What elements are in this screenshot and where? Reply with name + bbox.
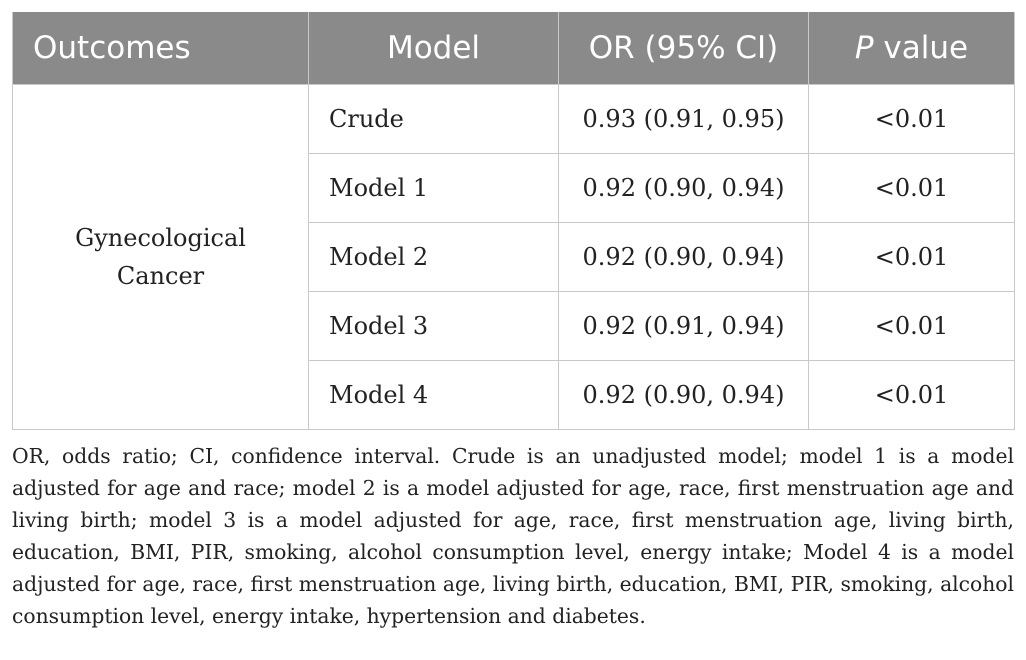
table-row: Gynecological Cancer Crude 0.93 (0.91, 0… xyxy=(12,84,1015,430)
table-footnote: OR, odds ratio; CI, confidence interval.… xyxy=(12,444,1014,628)
results-table-container: Outcomes Model OR (95% CI) P value Gynec… xyxy=(12,12,1015,430)
table-row: Model 3 0.92 (0.91, 0.94) <0.01 xyxy=(13,291,1015,361)
or-ci-cell: 0.92 (0.90, 0.94) xyxy=(558,360,809,430)
header-model: Model xyxy=(308,12,559,85)
table-row: Model 4 0.92 (0.90, 0.94) <0.01 xyxy=(13,360,1015,430)
model-cell: Model 1 xyxy=(308,153,559,223)
header-outcomes: Outcomes xyxy=(12,12,309,85)
table-header: Outcomes Model OR (95% CI) P value xyxy=(12,12,1015,85)
p-value-cell: <0.01 xyxy=(808,153,1015,223)
p-value-cell: <0.01 xyxy=(808,360,1015,430)
header-or-ci: OR (95% CI) xyxy=(558,12,809,85)
p-value-cell: <0.01 xyxy=(808,222,1015,292)
header-p-value: P value xyxy=(808,12,1015,85)
outcome-cell: Gynecological Cancer xyxy=(12,84,309,430)
model-cell: Crude xyxy=(308,84,559,154)
model-cell: Model 2 xyxy=(308,222,559,292)
header-row: Outcomes Model OR (95% CI) P value xyxy=(12,12,1015,85)
table-body: Gynecological Cancer Crude 0.93 (0.91, 0… xyxy=(12,84,1015,430)
or-ci-cell: 0.92 (0.90, 0.94) xyxy=(558,222,809,292)
header-p-rest: value xyxy=(873,30,969,66)
p-value-cell: <0.01 xyxy=(808,291,1015,361)
model-cell: Model 3 xyxy=(308,291,559,361)
table-row: Model 1 0.92 (0.90, 0.94) <0.01 xyxy=(13,153,1015,223)
header-p-italic: P xyxy=(854,30,874,66)
outcome-label-line1: Gynecological xyxy=(75,224,246,252)
or-ci-cell: 0.92 (0.91, 0.94) xyxy=(558,291,809,361)
p-value-cell: <0.01 xyxy=(808,84,1015,154)
or-ci-cell: 0.92 (0.90, 0.94) xyxy=(558,153,809,223)
results-table: Outcomes Model OR (95% CI) P value Gynec… xyxy=(12,12,1015,430)
or-ci-cell: 0.93 (0.91, 0.95) xyxy=(558,84,809,154)
outcome-label-line2: Cancer xyxy=(116,262,205,290)
model-cell: Model 4 xyxy=(308,360,559,430)
